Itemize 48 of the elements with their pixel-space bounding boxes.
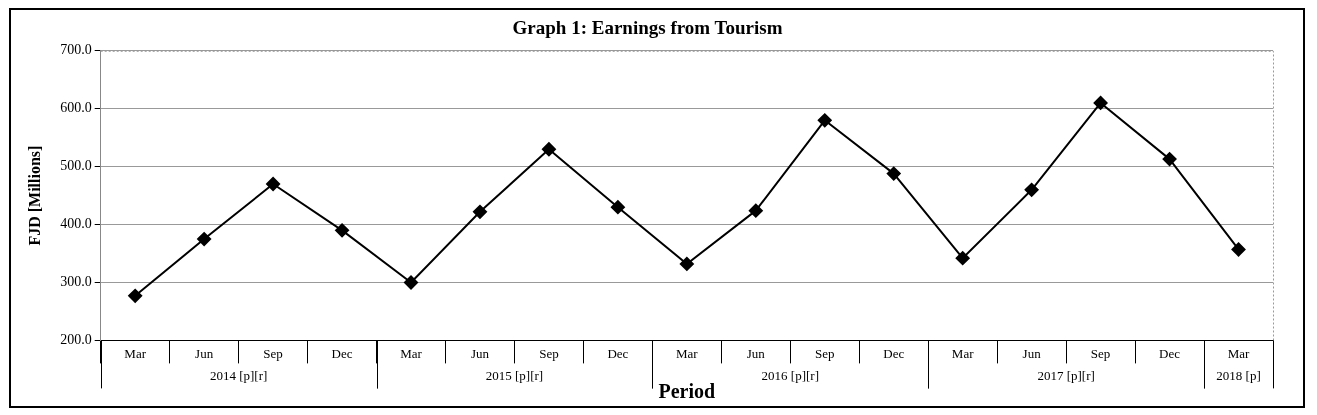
point xyxy=(886,166,901,181)
x-axis-title: Period xyxy=(658,380,716,403)
y-tick-label: 200.0 xyxy=(60,332,92,348)
text: 2014 [p][r] xyxy=(209,367,268,383)
point xyxy=(748,203,763,218)
x-tick-label: Dec xyxy=(331,345,353,361)
text: 2017 [p][r] xyxy=(1037,367,1095,383)
y-tick-label: 400.0 xyxy=(60,216,92,232)
y-tick-label: 500.0 xyxy=(60,158,92,174)
x-tick-label: Jun xyxy=(470,345,490,361)
text: 2018 [p] xyxy=(1216,367,1261,383)
point xyxy=(1024,182,1039,197)
chart-title: Graph 1: Earnings from Tourism xyxy=(512,17,783,39)
text: 2016 [p][r] xyxy=(761,367,819,383)
y-tick-label: 600.0 xyxy=(60,100,92,116)
x-tick-label: Jun xyxy=(195,345,214,361)
point xyxy=(1093,95,1108,110)
text: 2015 [p][r] xyxy=(485,367,544,383)
point xyxy=(128,288,143,303)
point xyxy=(472,204,487,219)
y-tick-label: 300.0 xyxy=(60,274,92,290)
x-tick-label: Dec xyxy=(883,345,905,361)
point xyxy=(404,275,419,290)
x-tick-label: Mar xyxy=(951,345,975,361)
point xyxy=(1231,242,1246,257)
y-axis-title: FJD [Millions] xyxy=(25,145,43,246)
x-tick-label: Jun xyxy=(1022,345,1042,361)
y-tick-label: 700.0 xyxy=(60,42,92,58)
point xyxy=(817,113,832,128)
x-tick-label: Dec xyxy=(1159,345,1181,361)
x-tick-label: Mar xyxy=(676,345,699,361)
x-tick-label: Mar xyxy=(1227,345,1251,361)
point xyxy=(610,200,625,215)
x-tick-label: Mar xyxy=(124,345,147,361)
point xyxy=(955,251,970,266)
x-tick-label: Sep xyxy=(815,345,835,361)
point xyxy=(679,256,694,271)
x-tick-label: Mar xyxy=(400,345,423,361)
point xyxy=(541,142,556,157)
x-tick-label: Jun xyxy=(746,345,766,361)
point xyxy=(335,223,350,238)
x-tick-label: Sep xyxy=(539,345,559,361)
point xyxy=(266,177,281,192)
x-tick-label: Sep xyxy=(1090,345,1111,361)
x-tick-label: Dec xyxy=(607,345,629,361)
point xyxy=(197,232,212,247)
point xyxy=(1162,152,1177,167)
x-tick-label: Sep xyxy=(263,345,283,361)
